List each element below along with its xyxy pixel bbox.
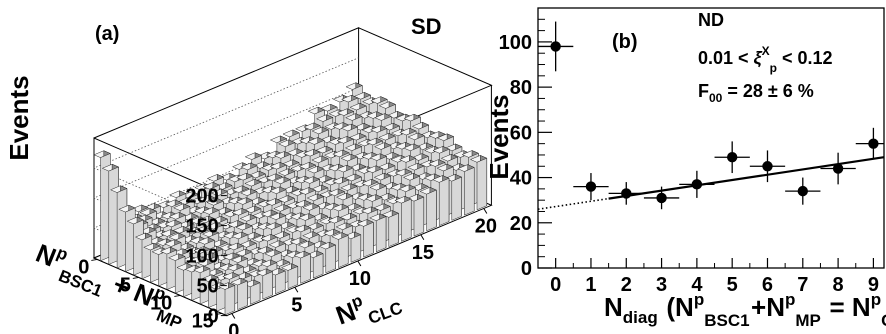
panel-label: (b) xyxy=(612,31,638,53)
data-point xyxy=(621,188,632,199)
y-tick-label: 0 xyxy=(78,256,89,278)
bar-front xyxy=(287,266,299,289)
bar-front xyxy=(426,189,437,232)
bar-front xyxy=(375,216,387,253)
bar-front xyxy=(300,253,311,284)
y-tick-label: 20 xyxy=(510,213,532,235)
x-tick-label: 1 xyxy=(585,274,596,296)
x-tick-label: 9 xyxy=(868,274,879,296)
z-tick-label: 0 xyxy=(208,306,219,328)
x-tick xyxy=(231,313,236,319)
plot-frame xyxy=(537,7,885,269)
z-gridline xyxy=(92,117,359,286)
x-axis-title: Ndiag (NpBSC1 +NpMP = NpCLC ) xyxy=(604,290,886,330)
x-tick xyxy=(357,260,362,267)
x-tick-label: 6 xyxy=(762,274,773,296)
panel-label: (a) xyxy=(95,23,119,45)
data-point xyxy=(868,138,879,149)
bar-front xyxy=(451,176,462,221)
z-tick-label: 200 xyxy=(185,186,218,208)
z-tick-label: 100 xyxy=(185,246,218,268)
y-tick-label: 15 xyxy=(192,310,214,332)
corner-label: ND xyxy=(698,10,724,30)
y-tick-label: 0 xyxy=(521,258,532,280)
y-tick-label: 80 xyxy=(510,77,532,99)
xi-range-annotation: 0.01 < ξXp < 0.12 xyxy=(698,44,833,75)
x-tick xyxy=(420,234,425,241)
y-axis-title: Events xyxy=(4,75,34,160)
y-tick-label: 5 xyxy=(120,274,131,296)
y-tick-label: 100 xyxy=(499,32,532,54)
data-point xyxy=(550,41,561,52)
x-tick-label: 2 xyxy=(621,274,632,296)
data-point xyxy=(762,161,773,172)
data-point xyxy=(726,152,738,163)
data-point xyxy=(832,163,844,174)
y-tick-label: 40 xyxy=(510,168,532,190)
x-tick-label: 5 xyxy=(291,294,302,316)
bar-front xyxy=(476,157,488,211)
bar-front xyxy=(464,167,475,216)
bar-front xyxy=(413,196,425,237)
bar-front xyxy=(401,198,412,242)
bar-front xyxy=(224,285,236,316)
y-axis-title: Events xyxy=(484,94,514,179)
bar-front xyxy=(350,234,362,263)
x-tick-label: 0 xyxy=(550,274,561,296)
corner-label: SD xyxy=(411,14,442,39)
x-tick xyxy=(483,208,488,214)
x-tick-label: 15 xyxy=(412,242,434,264)
x-tick-label: 5 xyxy=(727,274,738,296)
x-tick-label: 7 xyxy=(797,274,808,296)
bar-front xyxy=(262,271,273,300)
z-tick-label: 50 xyxy=(197,276,219,298)
bar-front xyxy=(363,221,374,258)
bar-front xyxy=(237,280,248,310)
z-tick-label: 150 xyxy=(185,216,218,238)
data-point xyxy=(656,192,667,204)
bar-front xyxy=(438,177,450,226)
y-tick xyxy=(91,258,98,261)
f00-annotation: F00 = 28 ± 6 % xyxy=(698,81,814,105)
bar-front xyxy=(312,253,324,279)
x-tick-label: 3 xyxy=(656,274,667,296)
bar-front xyxy=(325,244,336,274)
bar-front xyxy=(150,245,161,283)
bar-front xyxy=(133,219,144,276)
x-axis-title: NpCLC xyxy=(331,278,406,334)
x-tick-label: 0 xyxy=(228,321,239,334)
y-tick-label: 60 xyxy=(510,122,532,144)
data-point xyxy=(691,179,703,190)
y-tick xyxy=(215,312,222,315)
x-tick-label: 4 xyxy=(691,274,703,296)
x-tick-label: 20 xyxy=(475,216,497,238)
data-point xyxy=(585,181,597,192)
y-tick xyxy=(132,276,139,279)
bar-front xyxy=(125,207,136,272)
x-tick xyxy=(294,286,299,293)
y-tick-label: 10 xyxy=(150,292,172,314)
bar-front xyxy=(100,153,111,262)
data-point xyxy=(797,185,808,197)
fit-line-extrapolated xyxy=(537,197,609,211)
fit-line xyxy=(608,156,885,200)
y-tick xyxy=(174,294,181,297)
x-tick-label: 10 xyxy=(349,268,371,290)
bar-front xyxy=(338,235,349,268)
bar-front xyxy=(249,282,261,305)
z-gridline xyxy=(92,57,359,226)
bar-front xyxy=(275,270,286,295)
x-tick-label: 8 xyxy=(833,274,844,296)
panel-b-scatter: 0 20 40 60 80 100 0 1 2 3 4 5 6 7 8 9 (b) ND 0.01 < ξXp < … xyxy=(484,7,886,330)
z-gridline xyxy=(92,87,359,256)
bar-front xyxy=(388,212,399,247)
